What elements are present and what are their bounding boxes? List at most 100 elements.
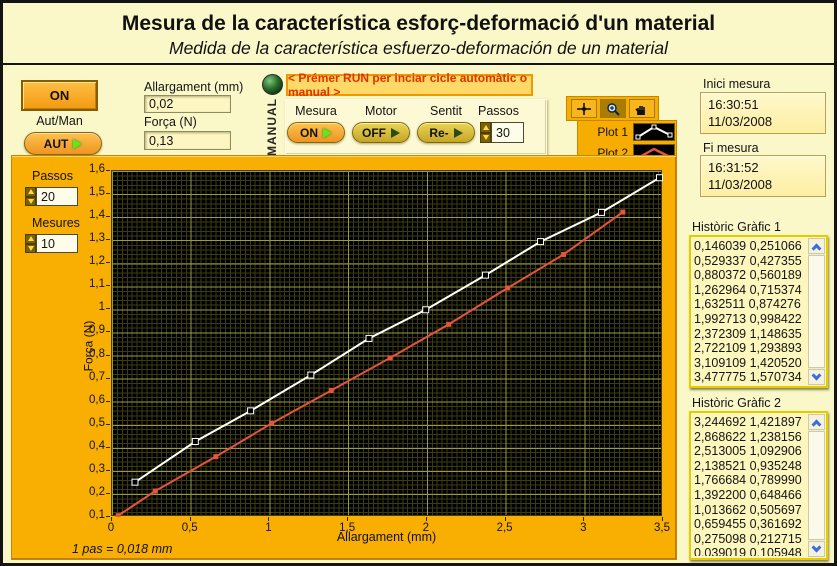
historic1-rows: 0,146039 0,251066 0,529337 0,427355 0,8803… xyxy=(694,239,807,384)
historic2-listbox[interactable]: 3,244692 1,421897 2,868622 1,238156 2,5130… xyxy=(689,411,828,560)
x-tick-label: 2,5 xyxy=(496,522,513,534)
passos-manual-value[interactable]: 30 xyxy=(491,122,524,143)
list-item[interactable]: 1,013662 0,505697 xyxy=(694,502,802,517)
series-line-plot-2 xyxy=(117,211,624,517)
list-item[interactable]: 0,659455 0,361692 xyxy=(694,517,802,532)
list-item[interactable]: 3,244692 1,421897 xyxy=(694,415,802,429)
motor-toggle[interactable]: OFF xyxy=(352,122,410,143)
increment-button[interactable] xyxy=(480,122,491,133)
aut-toggle-label: AUT xyxy=(43,136,69,151)
data-point xyxy=(446,321,452,327)
list-item[interactable]: 0,039019 0,105948 xyxy=(694,546,802,556)
increment-button[interactable] xyxy=(25,234,36,244)
page-subtitle: Medida de la característica esfuerzo-def… xyxy=(169,38,668,58)
data-point xyxy=(328,387,334,393)
data-point xyxy=(115,513,121,517)
zoom-icon[interactable] xyxy=(600,99,626,118)
list-item[interactable]: 1,766684 0,789990 xyxy=(694,473,802,488)
y-tick-label: 0,4 xyxy=(89,439,105,452)
scroll-down-icon[interactable] xyxy=(808,541,825,557)
fi-mesura-label: Fi mesura xyxy=(703,141,759,155)
list-item[interactable]: 2,722109 1,293893 xyxy=(694,341,802,356)
increment-button[interactable] xyxy=(25,187,36,197)
data-point xyxy=(365,334,373,342)
scrollbar[interactable] xyxy=(808,414,825,557)
x-tick-label: 1,5 xyxy=(339,522,356,534)
y-tick-label: 0,5 xyxy=(89,416,105,429)
y-tick-label: 0,9 xyxy=(89,324,105,337)
mesures-stepper[interactable]: 10 xyxy=(25,234,78,253)
inici-time: 16:30:51 xyxy=(708,97,759,112)
list-item[interactable]: 3,477775 1,570734 xyxy=(694,370,802,384)
list-item[interactable]: 1,992713 0,998422 xyxy=(694,311,802,326)
x-axis-label: Allargament (mm) xyxy=(336,530,437,544)
sentit-toggle[interactable]: Re- xyxy=(417,122,475,143)
mesures-label: Mesures xyxy=(32,216,80,230)
scrollbar-thumb[interactable] xyxy=(808,255,825,368)
y-tick-label: 0,1 xyxy=(89,509,105,521)
xy-graph-plot-area[interactable] xyxy=(111,170,663,517)
x-tick-label: 0,5 xyxy=(181,522,198,534)
list-item[interactable]: 0,529337 0,427355 xyxy=(694,253,802,268)
list-item[interactable]: 2,138521 0,935248 xyxy=(694,458,802,473)
fi-date: 11/03/2008 xyxy=(708,177,773,192)
forca-label: Força (N) xyxy=(144,115,197,129)
data-point xyxy=(213,454,219,460)
list-item[interactable]: 1,392200 0,648466 xyxy=(694,487,802,502)
y-tick-label: 0,7 xyxy=(89,370,105,383)
data-point xyxy=(505,285,511,291)
list-item[interactable]: 1,262964 0,715374 xyxy=(694,282,802,297)
x-tick-label: 3,5 xyxy=(654,522,670,534)
list-item[interactable]: 0,146039 0,251066 xyxy=(694,239,802,253)
toggle-arrow-icon xyxy=(453,127,463,138)
x-tick-label: 1 xyxy=(265,522,272,534)
hand-icon[interactable] xyxy=(629,99,655,118)
aut-man-toggle[interactable]: AUT xyxy=(24,132,102,155)
motor-label: Motor xyxy=(365,104,397,118)
manual-label: MANUAL xyxy=(265,98,279,156)
toggle-arrow-icon xyxy=(73,138,83,149)
list-item[interactable]: 2,372309 1,148635 xyxy=(694,326,802,341)
crosshair-icon[interactable] xyxy=(571,99,597,118)
mesures-value[interactable]: 10 xyxy=(36,234,78,253)
list-item[interactable]: 0,275098 0,212715 xyxy=(694,531,802,546)
scroll-up-icon[interactable] xyxy=(808,414,825,430)
inici-date: 11/03/2008 xyxy=(708,114,773,129)
decrement-button[interactable] xyxy=(25,243,36,253)
list-item[interactable]: 0,880372 0,560189 xyxy=(694,268,802,283)
toggle-arrow-icon xyxy=(323,127,332,138)
passos-manual-stepper[interactable]: 30 xyxy=(480,122,524,143)
header-divider xyxy=(3,63,834,65)
step-size-note: 1 pas = 0,018 mm xyxy=(72,542,173,556)
scrollbar[interactable] xyxy=(808,238,825,385)
list-item[interactable]: 2,868622 1,238156 xyxy=(694,429,802,444)
mesura-toggle[interactable]: ON xyxy=(287,122,345,143)
legend-item-plot1[interactable]: Plot 1 xyxy=(578,122,676,142)
decrement-button[interactable] xyxy=(480,132,491,143)
passos-value[interactable]: 20 xyxy=(36,187,78,206)
list-item[interactable]: 1,632511 0,874276 xyxy=(694,297,801,312)
historic1-listbox[interactable]: 0,146039 0,251066 0,529337 0,427355 0,8803… xyxy=(689,235,828,388)
list-item[interactable]: 3,109109 1,420520 xyxy=(694,355,802,370)
allargament-indicator: 0,02 xyxy=(144,95,231,113)
data-point xyxy=(152,488,158,494)
list-item[interactable]: 2,513005 1,092906 xyxy=(694,444,802,459)
passos-manual-label: Passos xyxy=(478,104,519,118)
scroll-up-icon[interactable] xyxy=(808,238,825,254)
data-point xyxy=(131,478,139,486)
decrement-button[interactable] xyxy=(25,196,36,206)
mesura-label: Mesura xyxy=(295,104,337,118)
historic2-rows: 3,244692 1,421897 2,868622 1,238156 2,5130… xyxy=(694,415,807,556)
passos-stepper[interactable]: 20 xyxy=(25,187,78,206)
passos-left-label: Passos xyxy=(32,169,73,183)
run-led-icon[interactable] xyxy=(262,74,283,95)
graph-palette xyxy=(566,96,659,121)
y-tick-label: 1,5 xyxy=(89,186,105,199)
y-tick-label: 1,4 xyxy=(89,209,105,222)
power-on-button[interactable]: ON xyxy=(21,80,98,111)
x-tick-label: 0 xyxy=(107,522,115,534)
inici-mesura-indicator: 16:30:51 11/03/2008 xyxy=(700,92,826,134)
scrollbar-thumb[interactable] xyxy=(808,431,825,540)
scroll-down-icon[interactable] xyxy=(808,369,825,385)
